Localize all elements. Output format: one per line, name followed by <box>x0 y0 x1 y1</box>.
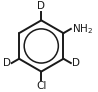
Text: Cl: Cl <box>36 81 46 91</box>
Text: D: D <box>3 58 11 68</box>
Text: D: D <box>37 1 45 11</box>
Text: NH$_2$: NH$_2$ <box>72 22 93 36</box>
Text: D: D <box>72 58 80 68</box>
